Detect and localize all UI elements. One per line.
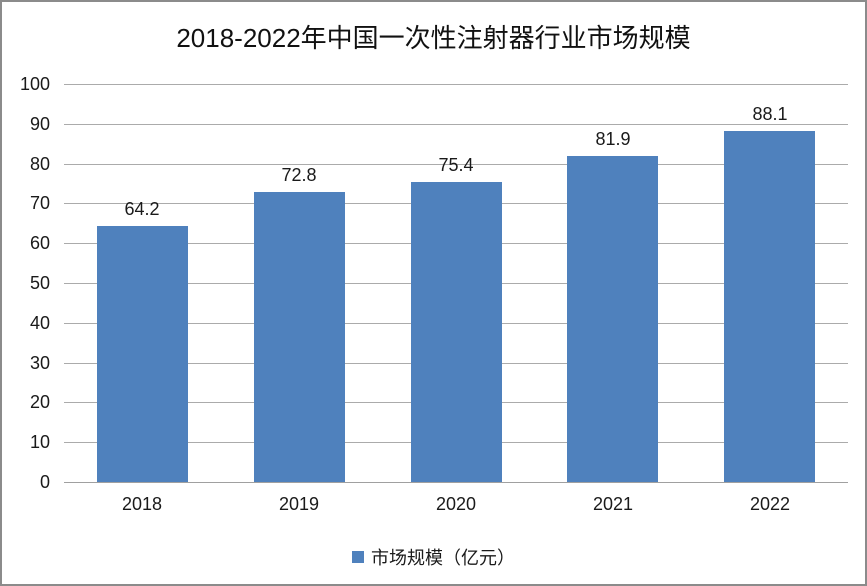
- bar-value-label: 88.1: [752, 104, 788, 124]
- chart-title: 2018-2022年中国一次性注射器行业市场规模: [176, 23, 691, 53]
- bar-value-label: 75.4: [438, 155, 474, 175]
- legend-label: 市场规模（亿元）: [371, 548, 515, 568]
- x-tick-label: 2019: [278, 494, 320, 514]
- bar-value-label: 72.8: [281, 165, 317, 185]
- y-tick-label: 0: [39, 472, 50, 492]
- y-tick-label: 30: [29, 353, 50, 373]
- y-tick-label: 100: [19, 74, 50, 94]
- x-axis-line: [64, 482, 848, 483]
- bar: [724, 131, 815, 482]
- y-tick-label: 70: [29, 193, 50, 213]
- y-tick-label: 90: [29, 114, 50, 134]
- bar-value-label: 81.9: [595, 129, 631, 149]
- bar-value-label: 64.2: [124, 199, 160, 219]
- y-tick-label: 20: [29, 392, 50, 412]
- x-tick-label: 2020: [435, 494, 477, 514]
- y-tick-label: 40: [29, 313, 50, 333]
- gridline: [64, 124, 848, 125]
- gridline: [64, 84, 848, 85]
- bar: [97, 226, 188, 482]
- bar: [254, 192, 345, 482]
- x-tick-label: 2018: [121, 494, 163, 514]
- x-tick-label: 2021: [592, 494, 634, 514]
- legend-marker-icon: [352, 551, 364, 563]
- bar: [411, 182, 502, 482]
- y-tick-label: 10: [29, 432, 50, 452]
- gridline: [64, 164, 848, 165]
- bar: [567, 156, 658, 482]
- legend: 市场规模（亿元）: [2, 544, 865, 570]
- y-tick-label: 80: [29, 154, 50, 174]
- y-tick-label: 50: [29, 273, 50, 293]
- x-tick-label: 2022: [749, 494, 791, 514]
- y-tick-label: 60: [29, 233, 50, 253]
